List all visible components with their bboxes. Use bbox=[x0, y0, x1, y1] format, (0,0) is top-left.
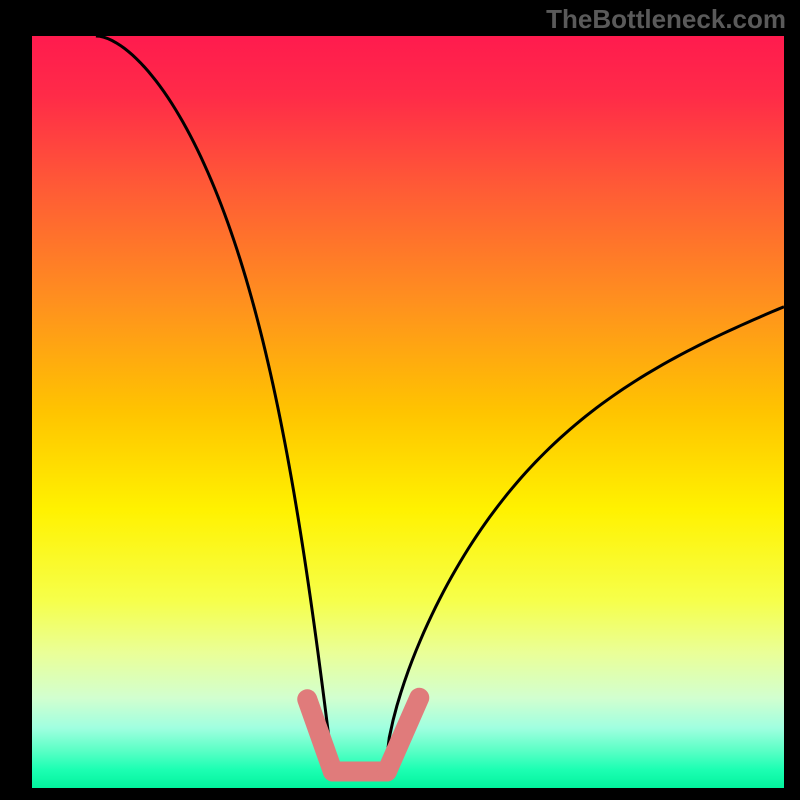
plot-area bbox=[32, 36, 784, 788]
chart-svg bbox=[32, 36, 784, 788]
watermark-text: TheBottleneck.com bbox=[546, 4, 786, 35]
chart-canvas: TheBottleneck.com bbox=[0, 0, 800, 800]
